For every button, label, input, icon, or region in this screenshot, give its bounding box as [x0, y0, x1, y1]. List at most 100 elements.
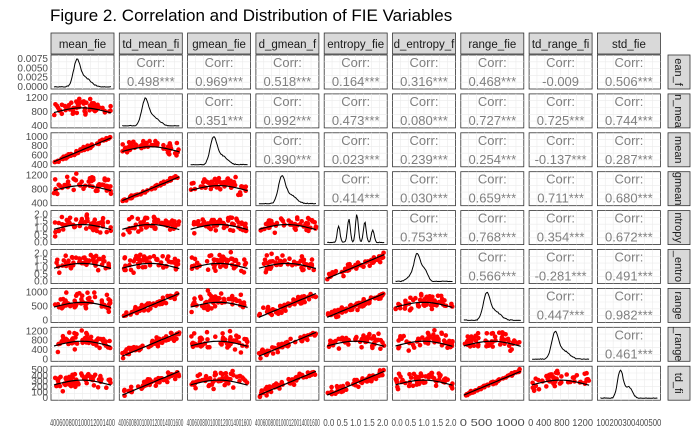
scatter-point [87, 108, 92, 113]
x-tick-labels-col-5: 0.0 0.5 1.0 1.5 2.0 [392, 417, 457, 429]
scatter-point [343, 335, 349, 341]
panel-r2-c2 [187, 132, 252, 168]
scatter-point [74, 171, 79, 176]
scatter-point [239, 184, 244, 189]
scatter-point [87, 96, 93, 102]
scatter-point [471, 343, 477, 349]
corr-label: Corr: [478, 250, 507, 265]
scatter-point [367, 263, 373, 269]
corr-value: 0.390*** [264, 152, 312, 167]
scatter-point [88, 252, 94, 258]
figure-title: Figure 2. Correlation and Distribution o… [50, 6, 453, 25]
scatter-point [210, 295, 215, 300]
panel-r3-c1 [118, 171, 183, 207]
scatter-point [313, 224, 319, 229]
strip-right-box [667, 210, 691, 246]
scatter-point [138, 252, 143, 258]
corr-value: 0.982*** [605, 307, 653, 322]
panel-r2-c1 [118, 132, 183, 168]
scatter-point [105, 219, 111, 225]
scatter-point [313, 294, 318, 300]
scatter-point [77, 96, 82, 102]
panel-r6-c4 [323, 287, 388, 323]
scatter-point [536, 377, 541, 383]
strip-top-box [392, 32, 456, 55]
scatter-point [199, 336, 205, 342]
smooth-line [122, 176, 180, 202]
corr-value: -0.009 [542, 74, 579, 89]
scatter-point [359, 345, 364, 350]
panel-r1-c2: Corr: 0.351*** [187, 93, 252, 129]
scatter-point [295, 294, 301, 300]
scatter-point [346, 342, 351, 347]
scatter-point [400, 377, 405, 383]
strip-top-mean_fie: mean_fie [50, 32, 115, 55]
scatter-point [205, 267, 211, 273]
scatter-point [428, 297, 434, 303]
y-tick-label: 800 [31, 185, 48, 196]
smooth-line [190, 223, 248, 231]
panel-r1-c4: Corr: 0.473*** [323, 93, 388, 129]
corr-value: 0.768*** [468, 230, 516, 245]
scatter-point [506, 343, 512, 349]
corr-label: Corr: [546, 250, 575, 265]
scatter-point [127, 230, 132, 235]
strip-top-sd_mean_fie: td_mean_fi [118, 32, 183, 55]
scatter-point [105, 184, 110, 189]
scatter-point [72, 347, 78, 352]
corr-label: Corr: [614, 211, 643, 226]
scatter-point [213, 334, 218, 340]
panel-r8-c1 [118, 365, 183, 401]
corr-label: Corr: [614, 133, 643, 148]
scatter-point [401, 333, 407, 339]
scatter-point [127, 258, 133, 263]
y-tick-label: 2.0 [34, 249, 48, 260]
strip-top-std_fie: std_fie [597, 32, 661, 55]
scatter-point [377, 259, 383, 265]
scatter-points [54, 252, 112, 276]
scatter-point [107, 377, 113, 383]
corr-label: Corr: [273, 94, 302, 109]
scatter-point [106, 261, 111, 267]
density-line [532, 330, 590, 360]
scatter-point [52, 234, 58, 239]
y-axis-ticks-row-5: 2.01.51.00.50.0 [34, 249, 48, 288]
scatter-points [52, 212, 114, 239]
scatter-point [441, 338, 447, 343]
strip-top-label: std_fie [612, 39, 646, 51]
scatter-point [95, 385, 101, 390]
scatter-point [242, 378, 248, 383]
strip-top-sd_gmean_fie: d_gmean_f [255, 32, 320, 55]
smooth-line [258, 223, 317, 231]
scatter-point [269, 220, 275, 226]
panel-r1-c1 [118, 93, 183, 129]
corr-label: Corr: [478, 133, 507, 148]
scatter-point [536, 387, 542, 392]
scatter-point [395, 384, 400, 390]
corr-value: 0.473*** [332, 113, 380, 128]
scatter-point [136, 264, 141, 270]
scatter-point [232, 347, 238, 352]
y-tick-label: 0.0 [34, 277, 48, 288]
scatter-point [63, 376, 68, 381]
panel-r3-c3 [255, 171, 320, 207]
scatter-point [364, 379, 370, 384]
scatter-point [97, 345, 102, 351]
scatter-point [433, 383, 439, 389]
corr-value: 0.744*** [605, 113, 653, 128]
scatter-point [274, 255, 280, 261]
smooth-line [463, 340, 521, 347]
panel-r7-c6 [460, 326, 525, 362]
strip-top-label: d_entropy_f [394, 39, 456, 51]
scatter-points [121, 370, 182, 399]
scatter-point [270, 351, 276, 356]
strip-right-gmean_fie: mean [667, 132, 691, 168]
scatter-point [398, 374, 403, 379]
scatter-point [305, 215, 311, 221]
strip-right-sd_range_fie: _range [667, 326, 691, 362]
scatter-point [168, 330, 174, 336]
scatter-point [439, 331, 445, 337]
scatter-point [376, 331, 381, 337]
scatter-point [299, 254, 305, 259]
